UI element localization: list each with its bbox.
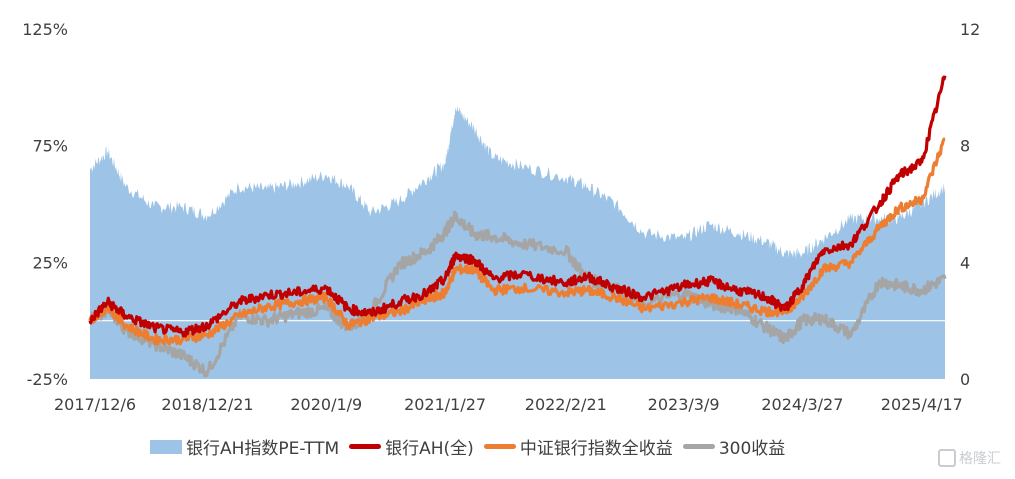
- x-tick-label: 2018/12/21: [161, 395, 253, 414]
- legend-item: 银行AH(全): [349, 434, 474, 459]
- x-tick-label: 2024/3/27: [761, 395, 843, 414]
- legend-label: 银行AH(全): [385, 439, 474, 459]
- y-right-tick-label: 0: [960, 370, 970, 389]
- legend-swatch: [150, 439, 182, 454]
- watermark: 格隆汇: [938, 448, 1001, 468]
- legend-item: 中证银行指数全收益: [483, 434, 673, 459]
- legend-label: 中证银行指数全收益: [519, 439, 673, 459]
- legend-swatch: [349, 444, 382, 449]
- csi-bank-tr-line: [88, 137, 946, 346]
- legend-item: 300收益: [682, 434, 786, 459]
- watermark-text: 格隆汇: [959, 451, 1001, 467]
- x-tick-label: 2023/3/9: [648, 395, 720, 414]
- y-right-tick-label: 12: [960, 20, 980, 39]
- legend-label: 300收益: [718, 439, 786, 459]
- legend-label: 银行AH指数PE-TTM: [186, 439, 340, 459]
- y-right-axis: 12 8 4 0: [960, 20, 980, 389]
- legend-swatch: [483, 444, 516, 449]
- y-left-tick-label: -25%: [27, 370, 68, 389]
- csi300-return-line: [88, 210, 947, 378]
- x-tick-label: 2022/2/21: [525, 395, 607, 414]
- legend-item: 银行AH指数PE-TTM: [150, 434, 339, 459]
- x-tick-label: 2020/1/9: [290, 395, 362, 414]
- line-layer: [88, 75, 947, 378]
- x-tick-label: 2021/1/27: [404, 395, 486, 414]
- y-right-tick-label: 4: [960, 253, 970, 272]
- x-axis: 2017/12/6 2018/12/21 2020/1/9 2021/1/27 2022…: [54, 395, 963, 414]
- bank-ah-line: [88, 75, 947, 338]
- y-left-axis: 125% 75% 25% -25%: [22, 20, 68, 389]
- y-left-tick-label: 25%: [32, 253, 68, 272]
- x-tick-label: 2017/12/6: [54, 395, 136, 414]
- y-right-tick-label: 8: [960, 137, 970, 156]
- chart-legend: 银行AH指数PE-TTM 银行AH(全) 中证银行指数全收益 300收益: [150, 434, 795, 459]
- legend-swatch: [682, 444, 715, 449]
- x-tick-label: 2025/4/17: [881, 395, 963, 414]
- watermark-logo-icon: [938, 449, 956, 467]
- y-left-tick-label: 125%: [22, 20, 68, 39]
- y-left-tick-label: 75%: [32, 137, 68, 156]
